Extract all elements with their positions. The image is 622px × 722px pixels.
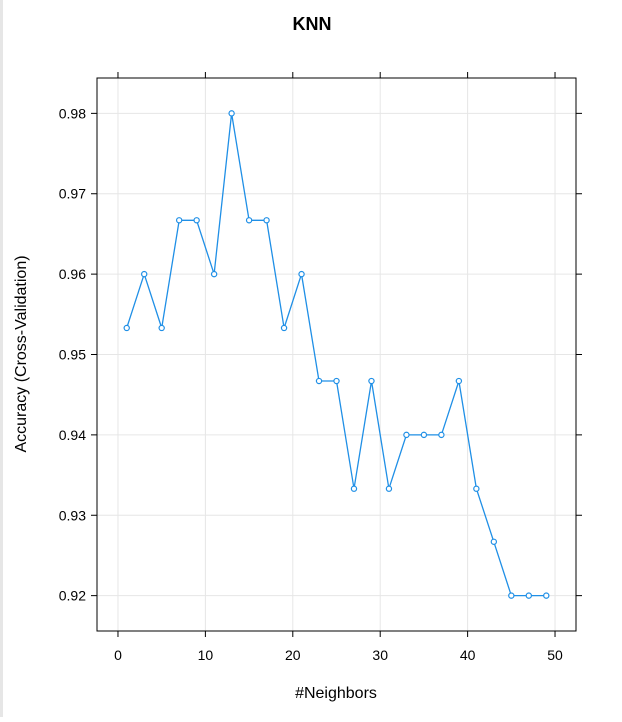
y-tick-label-0: 0.92 (59, 588, 86, 604)
data-point-21 (490, 538, 498, 545)
axes: 0 10 20 30 40 50 0.92 0.93 0.94 0.95 0.96 0.97 0.98 (59, 72, 582, 663)
x-tick-label-3: 30 (372, 647, 388, 663)
x-tick-label-2: 20 (285, 647, 301, 663)
window-left-edge (0, 0, 3, 717)
data-point-19 (455, 377, 463, 385)
series-layer (123, 110, 550, 599)
data-point-1 (141, 270, 148, 278)
y-tick-label-3: 0.95 (59, 347, 86, 363)
y-axis-label: Accuracy (Cross-Validation) (13, 255, 30, 452)
data-point-8 (263, 217, 270, 224)
data-point-15 (385, 485, 393, 492)
data-point-4 (193, 217, 200, 224)
data-point-17 (420, 431, 428, 439)
data-point-11 (315, 377, 323, 385)
data-point-22 (508, 592, 515, 599)
data-point-18 (438, 431, 445, 439)
chart-title: KNN (293, 14, 332, 34)
y-tick-label-5: 0.97 (59, 186, 86, 202)
x-tick-label-1: 10 (198, 647, 214, 663)
x-tick-label-5: 50 (547, 647, 563, 663)
data-point-13 (350, 485, 358, 492)
data-point-20 (473, 485, 480, 492)
data-point-7 (245, 217, 253, 224)
data-point-9 (280, 324, 288, 332)
grid-lines (97, 78, 576, 631)
y-tick-label-4: 0.96 (59, 266, 86, 282)
y-tick-label-6: 0.98 (59, 105, 86, 121)
data-point-5 (210, 270, 218, 278)
data-point-10 (298, 270, 305, 278)
data-point-2 (158, 324, 165, 332)
x-axis-label: #Neighbors (295, 685, 377, 702)
data-point-14 (368, 377, 375, 385)
data-point-24 (543, 592, 550, 599)
data-point-12 (333, 377, 340, 385)
data-point-6 (228, 110, 235, 117)
data-point-23 (525, 592, 532, 599)
data-point-16 (403, 431, 410, 439)
y-tick-label-1: 0.93 (59, 507, 86, 523)
x-tick-label-4: 40 (460, 647, 476, 663)
data-point-3 (175, 217, 183, 224)
data-point-0 (123, 324, 130, 332)
x-tick-label-0: 0 (114, 647, 122, 663)
y-tick-label-2: 0.94 (59, 427, 86, 443)
